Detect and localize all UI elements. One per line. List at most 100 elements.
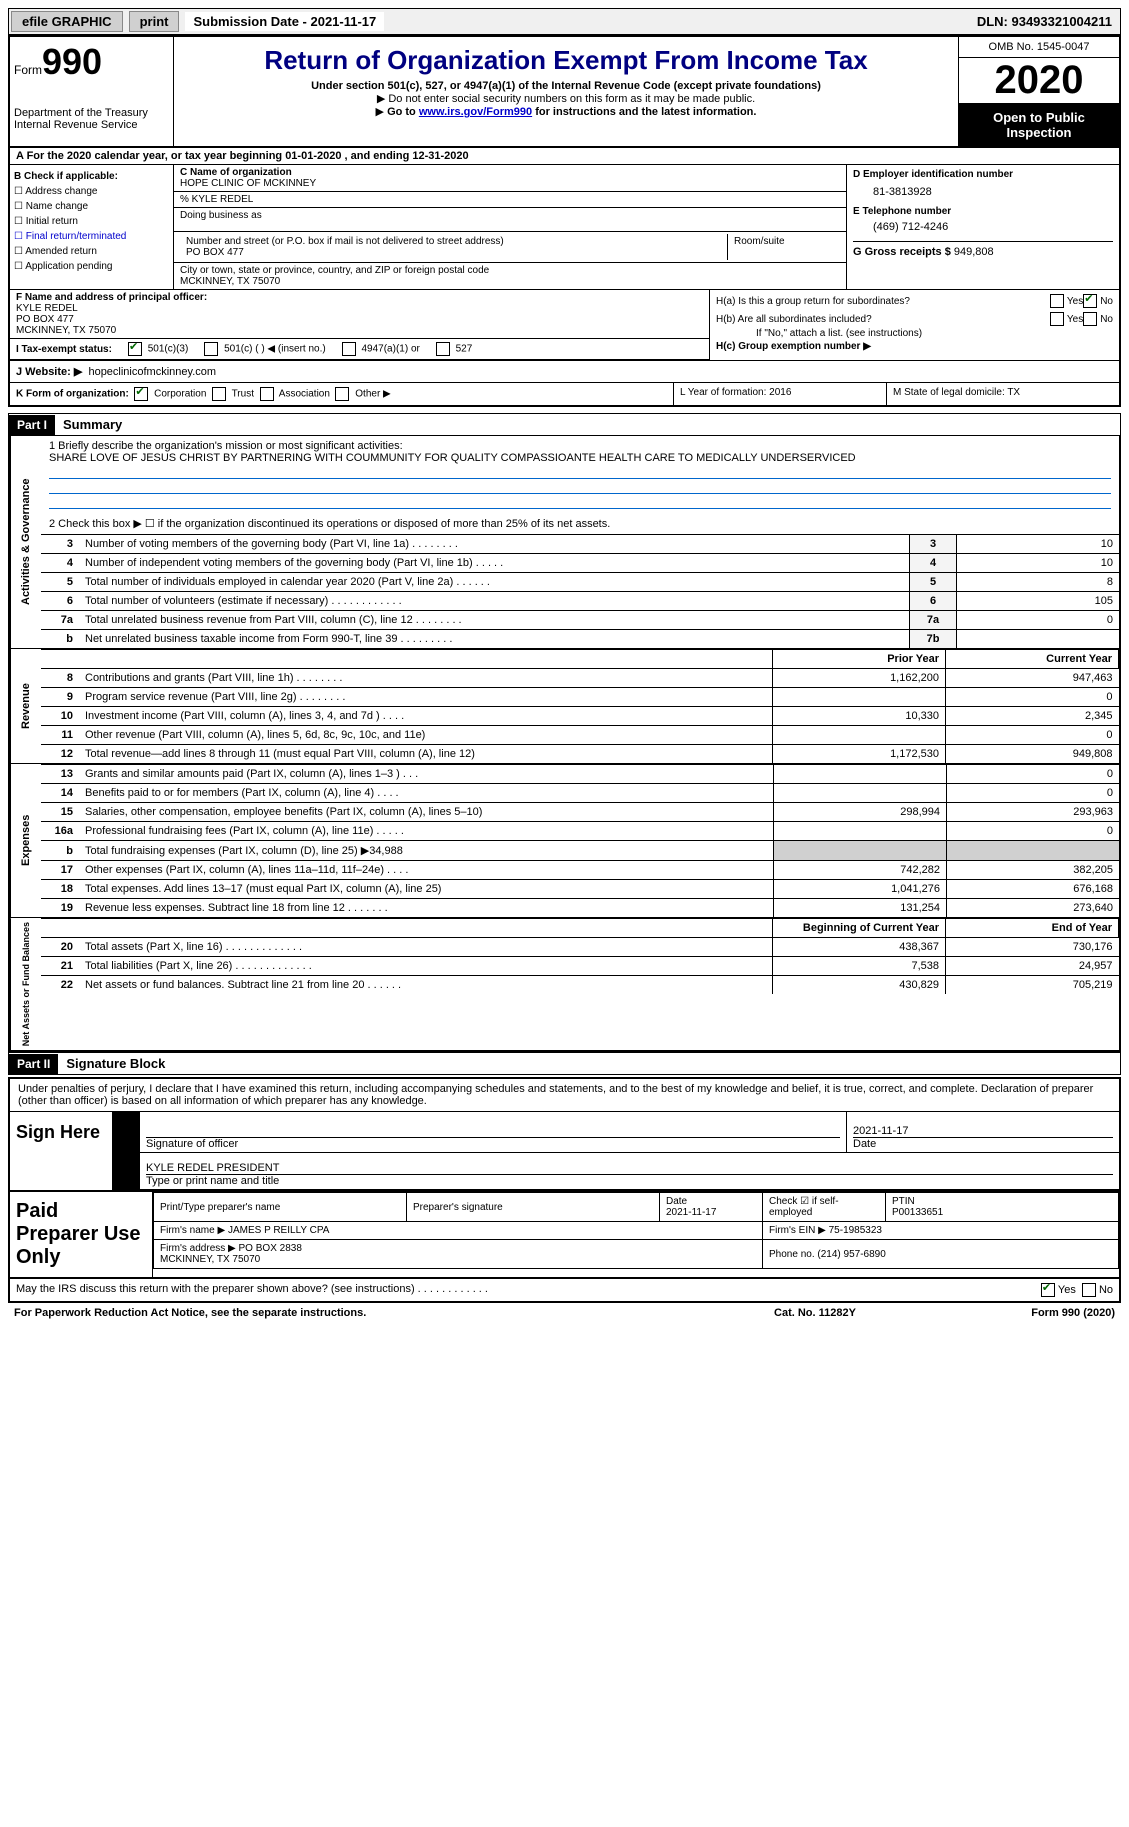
line-desc: Other expenses (Part IX, column (A), lin… (79, 861, 774, 880)
line-desc: Total assets (Part X, line 16) . . . . .… (79, 938, 773, 957)
care-of: % KYLE REDEL (174, 192, 846, 208)
revenue-table: Prior Year Current Year8 Contributions a… (41, 649, 1119, 763)
expenses-table: 13 Grants and similar amounts paid (Part… (41, 764, 1119, 917)
section-c: C Name of organization HOPE CLINIC OF MC… (174, 165, 847, 289)
line-desc: Net assets or fund balances. Subtract li… (79, 976, 773, 995)
firm-phone: (214) 957-6890 (817, 1249, 885, 1260)
prior-val (773, 688, 946, 707)
line-val: 105 (957, 592, 1120, 611)
line-num: b (41, 630, 79, 649)
addr: PO BOX 477 (186, 247, 721, 258)
submission-date: Submission Date - 2021-11-17 (185, 12, 384, 31)
hb-yes[interactable] (1050, 312, 1064, 326)
sig-date-label: Date (853, 1137, 1113, 1150)
col-prior: Prior Year (773, 650, 946, 669)
opt-501c3: 501(c)(3) (148, 344, 189, 355)
col-current: Current Year (946, 650, 1119, 669)
chk-527[interactable] (436, 342, 450, 356)
city: MCKINNEY, TX 75070 (180, 276, 840, 287)
current-val: 0 (947, 784, 1120, 803)
col-eoy: End of Year (946, 919, 1119, 938)
state-domicile: M State of legal domicile: TX (887, 383, 1119, 405)
hb-no[interactable] (1083, 312, 1097, 326)
chk-final-return[interactable]: Final return/terminated (14, 229, 169, 244)
may-no[interactable] (1082, 1283, 1096, 1297)
current-val: 2,345 (946, 707, 1119, 726)
part2-title: Signature Block (58, 1053, 173, 1074)
line-num: 21 (41, 957, 79, 976)
phone: (469) 712-4246 (853, 217, 1113, 233)
sig-disclaimer: Under penalties of perjury, I declare th… (10, 1079, 1119, 1112)
current-val: 949,808 (946, 745, 1119, 764)
line-num: 13 (41, 765, 79, 784)
line-num: 5 (41, 573, 79, 592)
chk-501c3[interactable] (128, 342, 142, 356)
chk-address-change[interactable]: Address change (14, 184, 169, 199)
chk-trust[interactable] (212, 387, 226, 401)
chk-amended[interactable]: Amended return (14, 244, 169, 259)
chk-other[interactable] (335, 387, 349, 401)
current-shade (947, 841, 1120, 861)
chk-501c[interactable] (204, 342, 218, 356)
open-to-public: Open to Public Inspection (959, 104, 1119, 146)
chk-initial-return[interactable]: Initial return (14, 214, 169, 229)
line2: 2 Check this box ▶ ☐ if the organization… (41, 513, 1119, 534)
prior-val (774, 822, 947, 841)
line-box: 6 (910, 592, 957, 611)
mission-text: SHARE LOVE OF JESUS CHRIST BY PARTNERING… (49, 452, 1111, 464)
eoy-val: 24,957 (946, 957, 1119, 976)
prior-val: 10,330 (773, 707, 946, 726)
efile-button[interactable]: efile GRAPHIC (11, 11, 123, 32)
line-box: 5 (910, 573, 957, 592)
section-b: B Check if applicable: Address change Na… (10, 165, 174, 289)
line-desc: Professional fundraising fees (Part IX, … (79, 822, 774, 841)
boy-val: 7,538 (773, 957, 946, 976)
dba-label: Doing business as (174, 208, 846, 232)
line-desc: Total number of volunteers (estimate if … (79, 592, 910, 611)
topbar: efile GRAPHIC print Submission Date - 20… (8, 8, 1121, 35)
vtab-governance: Activities & Governance (10, 436, 41, 648)
chk-assoc[interactable] (260, 387, 274, 401)
line-desc: Total expenses. Add lines 13–17 (must eq… (79, 880, 774, 899)
line-num: 6 (41, 592, 79, 611)
prior-val: 298,994 (774, 803, 947, 822)
print-button[interactable]: print (129, 11, 180, 32)
officer-addr1: PO BOX 477 (16, 314, 74, 325)
room-label: Room/suite (728, 234, 840, 260)
prior-val: 131,254 (774, 899, 947, 918)
current-val: 0 (947, 765, 1120, 784)
line-num: 20 (41, 938, 79, 957)
prep-name-label: Print/Type preparer's name (160, 1202, 280, 1213)
firm-phone-label: Phone no. (769, 1249, 815, 1260)
line-desc: Revenue less expenses. Subtract line 18 … (79, 899, 774, 918)
prep-self-emp: Check ☑ if self-employed (769, 1196, 839, 1218)
irs-link[interactable]: www.irs.gov/Form990 (419, 106, 532, 118)
ha-no[interactable] (1083, 294, 1097, 308)
sign-here-label: Sign Here (10, 1112, 113, 1190)
line-val: 0 (957, 611, 1120, 630)
eoy-val: 705,219 (946, 976, 1119, 995)
ha-question: H(a) Is this a group return for subordin… (716, 296, 1050, 307)
line-num: 4 (41, 554, 79, 573)
prior-shade (774, 841, 947, 861)
chk-name-change[interactable]: Name change (14, 199, 169, 214)
prior-val: 1,162,200 (773, 669, 946, 688)
line-num: 19 (41, 899, 79, 918)
gross-receipts: 949,808 (954, 246, 994, 258)
line-num: 22 (41, 976, 79, 995)
may-yes[interactable] (1041, 1283, 1055, 1297)
chk-app-pending[interactable]: Application pending (14, 259, 169, 274)
tax-year: 2020 (959, 58, 1119, 104)
prior-val: 1,041,276 (774, 880, 947, 899)
opt-527: 527 (456, 344, 473, 355)
line-desc: Investment income (Part VIII, column (A)… (79, 707, 773, 726)
line-num: 11 (41, 726, 79, 745)
line-desc: Total unrelated business revenue from Pa… (79, 611, 910, 630)
chk-corp[interactable] (134, 387, 148, 401)
current-val: 947,463 (946, 669, 1119, 688)
ha-yes[interactable] (1050, 294, 1064, 308)
col-boy: Beginning of Current Year (773, 919, 946, 938)
line-val: 10 (957, 554, 1120, 573)
current-val: 293,963 (947, 803, 1120, 822)
chk-4947[interactable] (342, 342, 356, 356)
